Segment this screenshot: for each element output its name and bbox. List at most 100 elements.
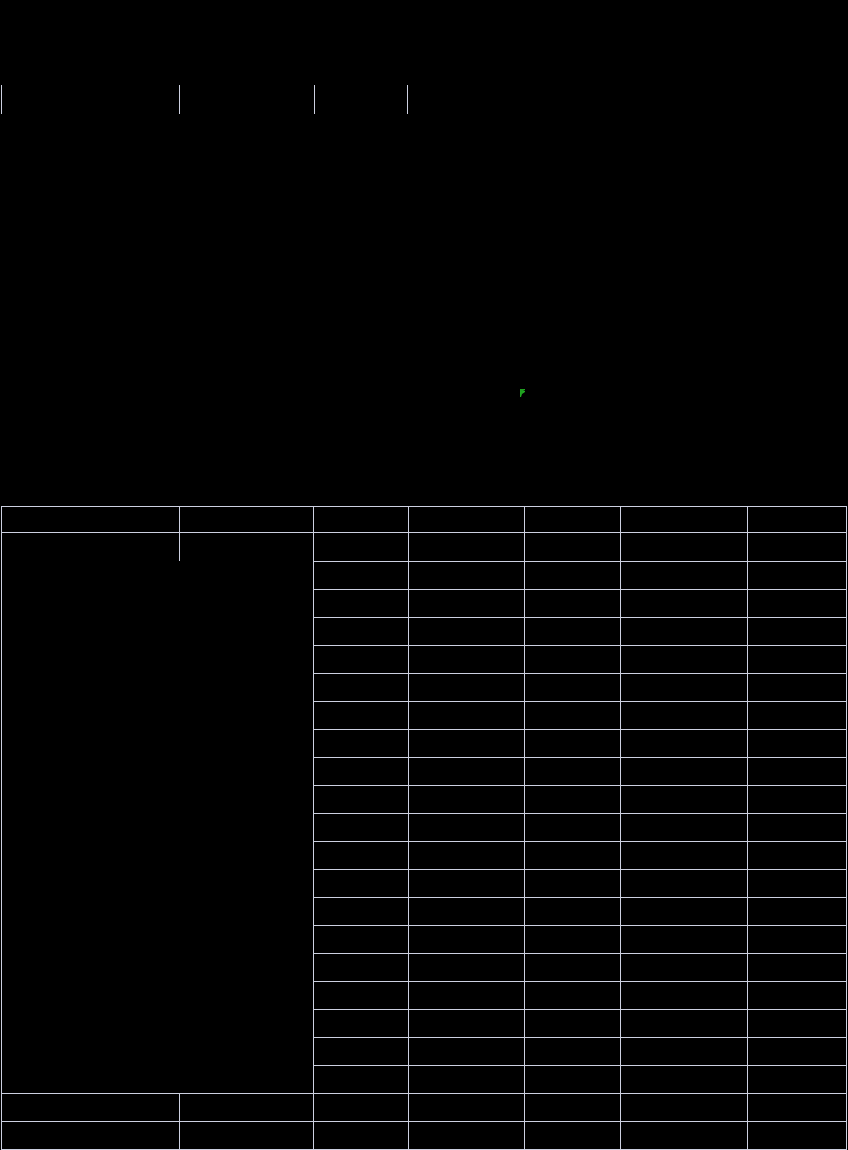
body-cell[interactable]: [413, 819, 519, 837]
body-cell[interactable]: [413, 847, 519, 865]
body-cell[interactable]: [625, 567, 742, 585]
body-cell[interactable]: [529, 763, 615, 781]
footer-cell[interactable]: [625, 1099, 742, 1117]
header-cell[interactable]: [6, 540, 174, 558]
body-cell[interactable]: [413, 651, 519, 669]
body-cell[interactable]: [625, 819, 742, 837]
body-cell[interactable]: [752, 959, 841, 977]
body-cell[interactable]: [529, 791, 615, 809]
footer-cell[interactable]: [318, 1127, 403, 1145]
body-cell[interactable]: [529, 903, 615, 921]
body-cell[interactable]: [318, 763, 403, 781]
body-cell[interactable]: [413, 931, 519, 949]
body-cell[interactable]: [752, 1015, 841, 1033]
body-cell[interactable]: [752, 987, 841, 1005]
header-cell[interactable]: [529, 540, 615, 558]
body-cell[interactable]: [529, 819, 615, 837]
header-cell[interactable]: [413, 540, 519, 558]
body-cell[interactable]: [318, 1015, 403, 1033]
body-cell[interactable]: [318, 903, 403, 921]
footer-cell[interactable]: [413, 1099, 519, 1117]
body-cell[interactable]: [318, 791, 403, 809]
body-cell[interactable]: [529, 875, 615, 893]
header-cell[interactable]: [625, 540, 742, 558]
body-cell[interactable]: [413, 987, 519, 1005]
body-cell[interactable]: [752, 931, 841, 949]
body-cell[interactable]: [318, 735, 403, 753]
body-cell[interactable]: [318, 875, 403, 893]
body-cell[interactable]: [529, 623, 615, 641]
body-cell[interactable]: [625, 679, 742, 697]
body-cell[interactable]: [318, 651, 403, 669]
body-cell[interactable]: [318, 707, 403, 725]
body-cell[interactable]: [529, 595, 615, 613]
body-cell[interactable]: [318, 679, 403, 697]
body-cell[interactable]: [752, 679, 841, 697]
body-cell[interactable]: [413, 567, 519, 585]
body-cell[interactable]: [529, 679, 615, 697]
body-cell[interactable]: [413, 1071, 519, 1089]
body-cell[interactable]: [413, 763, 519, 781]
body-cell[interactable]: [752, 847, 841, 865]
body-cell[interactable]: [625, 707, 742, 725]
body-cell[interactable]: [752, 595, 841, 613]
body-cell[interactable]: [625, 875, 742, 893]
body-cell[interactable]: [318, 847, 403, 865]
body-cell[interactable]: [752, 735, 841, 753]
body-cell[interactable]: [752, 567, 841, 585]
body-cell[interactable]: [752, 707, 841, 725]
body-cell[interactable]: [529, 707, 615, 725]
body-cell[interactable]: [752, 623, 841, 641]
body-cell[interactable]: [625, 623, 742, 641]
footer-cell[interactable]: [318, 1099, 403, 1117]
body-cell[interactable]: [529, 959, 615, 977]
body-cell[interactable]: [413, 595, 519, 613]
header-cell[interactable]: [625, 512, 742, 530]
body-cell[interactable]: [529, 735, 615, 753]
body-cell[interactable]: [413, 679, 519, 697]
header-cell[interactable]: [318, 540, 403, 558]
body-cell[interactable]: [318, 987, 403, 1005]
footer-cell[interactable]: [529, 1127, 615, 1145]
body-cell[interactable]: [529, 1015, 615, 1033]
footer-cell[interactable]: [184, 1099, 308, 1117]
header-cell[interactable]: [752, 512, 841, 530]
footer-cell[interactable]: [625, 1127, 742, 1145]
header-cell[interactable]: [184, 540, 308, 558]
body-cell[interactable]: [752, 1071, 841, 1089]
footer-cell[interactable]: [413, 1127, 519, 1145]
header-cell[interactable]: [6, 512, 174, 530]
header-cell[interactable]: [184, 512, 308, 530]
body-cell[interactable]: [318, 1071, 403, 1089]
data-grid[interactable]: merged-left-cell: [0, 506, 848, 1150]
body-cell[interactable]: [625, 791, 742, 809]
body-cell[interactable]: [318, 1043, 403, 1061]
green-pointer-icon[interactable]: [520, 389, 527, 397]
body-cell[interactable]: [625, 1015, 742, 1033]
body-cell[interactable]: [413, 1043, 519, 1061]
body-cell[interactable]: [413, 1015, 519, 1033]
body-cell[interactable]: [625, 987, 742, 1005]
body-cell[interactable]: [413, 903, 519, 921]
footer-cell[interactable]: [184, 1127, 308, 1145]
body-cell[interactable]: [413, 959, 519, 977]
body-cell[interactable]: [625, 595, 742, 613]
header-cell[interactable]: [413, 512, 519, 530]
footer-cell[interactable]: [529, 1099, 615, 1117]
body-cell[interactable]: [625, 931, 742, 949]
body-cell[interactable]: [625, 651, 742, 669]
footer-cell[interactable]: [752, 1099, 841, 1117]
body-cell[interactable]: [529, 931, 615, 949]
body-cell[interactable]: [752, 1043, 841, 1061]
body-cell[interactable]: [413, 623, 519, 641]
body-cell[interactable]: [318, 959, 403, 977]
body-cell[interactable]: [529, 1043, 615, 1061]
footer-cell[interactable]: [6, 1099, 174, 1117]
body-cell[interactable]: [413, 707, 519, 725]
header-cell[interactable]: [529, 512, 615, 530]
body-cell[interactable]: [318, 819, 403, 837]
body-cell[interactable]: [752, 791, 841, 809]
body-cell[interactable]: [625, 903, 742, 921]
body-cell[interactable]: [318, 623, 403, 641]
body-cell[interactable]: [752, 875, 841, 893]
